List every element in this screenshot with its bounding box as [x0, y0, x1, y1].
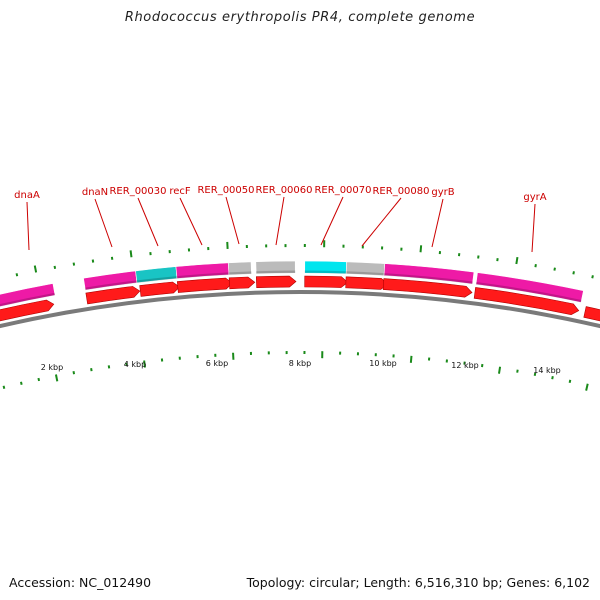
- gene-block: [0, 283, 56, 307]
- tick-mark: [409, 355, 413, 363]
- tick-mark: [419, 245, 423, 253]
- gene-block-shade: [346, 271, 385, 276]
- tick-mark: [15, 273, 19, 277]
- cds-arrow: [0, 299, 55, 322]
- tick-mark: [515, 256, 519, 265]
- tick-mark: [2, 385, 6, 389]
- tick-mark: [33, 265, 38, 273]
- scale-label: 10 kbp: [369, 359, 397, 368]
- gene-block: [475, 272, 584, 303]
- gene-block-shade: [384, 273, 473, 284]
- gene-label: gyrB: [431, 187, 454, 198]
- gene-block-shade: [475, 281, 582, 303]
- tick-mark: [37, 377, 41, 382]
- label-callout-line: [531, 203, 536, 253]
- tick-mark: [551, 376, 554, 380]
- tick-mark: [591, 275, 594, 279]
- label-callout-line: [225, 196, 240, 245]
- cds-arrow-layer: [0, 275, 600, 322]
- gene-block-shade: [136, 276, 178, 283]
- tick-mark: [53, 265, 57, 270]
- tick-mark: [72, 371, 76, 375]
- gene-block: [255, 260, 296, 275]
- gene-label: dnaA: [14, 190, 40, 201]
- cds-arrow: [583, 306, 600, 322]
- tick-mark: [585, 383, 589, 391]
- tick-mark: [129, 250, 133, 258]
- label-callout-line: [26, 201, 30, 251]
- gene-block-shade: [256, 270, 296, 274]
- tick-mark: [533, 372, 537, 376]
- cds-arrow: [345, 276, 389, 290]
- backbone-arc: [0, 290, 600, 329]
- gene-label: RER_00070: [314, 185, 371, 196]
- gene-label: recF: [169, 186, 191, 197]
- scale-label: 8 kbp: [289, 359, 311, 368]
- tick-mark: [553, 267, 556, 271]
- label-callout-line: [361, 197, 402, 247]
- scale-label: 12 kbp: [451, 361, 479, 370]
- gene-block: [383, 263, 475, 285]
- gene-label: RER_00080: [372, 186, 429, 197]
- label-callout-line: [94, 198, 113, 248]
- gene-label: RER_00030: [109, 186, 166, 197]
- cds-arrow: [473, 287, 580, 315]
- label-callout-line: [137, 197, 159, 247]
- gene-label: gyrA: [523, 192, 546, 203]
- gene-block-shade: [228, 271, 252, 275]
- gene-label: RER_00050: [197, 185, 254, 196]
- label-callout-line: [320, 196, 344, 246]
- gene-label-layer: dnaA dnaN RER_00030 recF RER_00050 RER_00060 R…: [14, 185, 547, 253]
- label-callout-line: [275, 196, 285, 246]
- tick-mark: [534, 264, 537, 268]
- gene-block-shade: [304, 270, 347, 274]
- cds-arrow: [176, 277, 233, 293]
- scale-label: 6 kbp: [206, 359, 228, 368]
- scale-label-layer: 2 kbp 4 kbp 6 kbp 8 kbp 10 kbp 12 kbp 14 kbp: [41, 359, 561, 375]
- gene-block-shade: [176, 272, 229, 279]
- gene-block: [228, 261, 252, 276]
- backbone-layer: [0, 290, 600, 329]
- tick-mark: [568, 379, 572, 384]
- tick-mark: [20, 381, 23, 385]
- gene-block-shade: [0, 292, 56, 307]
- accession-text: Accession: NC_012490: [9, 575, 152, 590]
- tick-mark: [572, 271, 575, 275]
- gene-block-shade: [84, 280, 137, 291]
- tick-mark: [54, 374, 59, 382]
- label-callout-line: [179, 197, 203, 246]
- cds-arrow: [85, 286, 141, 305]
- cds-arrow: [304, 275, 349, 288]
- cds-arrow: [382, 278, 473, 298]
- tick-mark: [516, 369, 519, 373]
- map-title: Rhodococcus erythropolis PR4, complete g…: [124, 10, 476, 25]
- tick-mark: [143, 360, 146, 368]
- tick-mark: [497, 366, 502, 374]
- tick-layer: [2, 240, 594, 391]
- gene-label: RER_00060: [255, 185, 312, 196]
- scale-label: 14 kbp: [533, 366, 561, 375]
- scale-label: 4 kbp: [124, 360, 146, 369]
- cds-arrow: [139, 281, 181, 297]
- genome-summary-text: Topology: circular; Length: 6,516,310 bp…: [246, 575, 590, 590]
- scale-label: 2 kbp: [41, 363, 63, 372]
- cds-arrow: [255, 275, 297, 289]
- gene-label: dnaN: [82, 187, 108, 198]
- gene-block-layer: [0, 260, 584, 307]
- label-callout-line: [431, 198, 444, 248]
- cds-arrow: [228, 276, 256, 290]
